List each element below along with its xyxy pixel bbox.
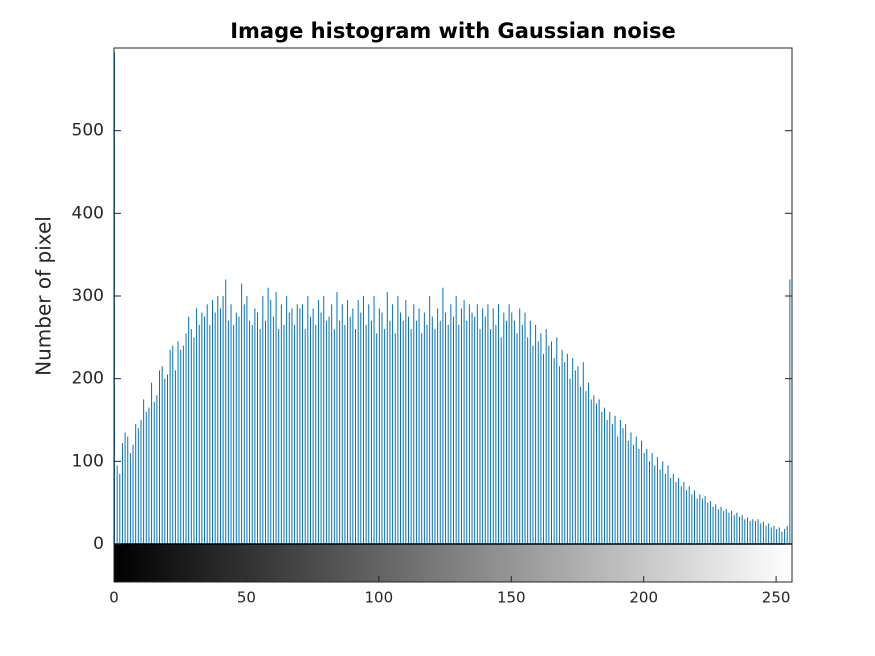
colorbar [113, 543, 793, 583]
y-axis-label: Number of pixel [32, 216, 56, 376]
x-tick-label: 50 [237, 589, 256, 607]
y-tick-label: 300 [72, 286, 104, 306]
x-tick-label: 150 [497, 589, 526, 607]
y-tick-label: 400 [72, 203, 104, 223]
x-tick-label: 100 [365, 589, 394, 607]
y-tick-label: 500 [72, 121, 104, 141]
x-tick-label: 0 [109, 589, 119, 607]
bars [114, 52, 791, 544]
chart-title: Image histogram with Gaussian noise [230, 19, 676, 43]
y-tick-label: 0 [93, 534, 104, 554]
y-tick-label: 200 [72, 369, 104, 389]
y-tick-label: 100 [72, 451, 104, 471]
x-tick-label: 250 [762, 589, 791, 607]
x-tick-label: 200 [629, 589, 658, 607]
